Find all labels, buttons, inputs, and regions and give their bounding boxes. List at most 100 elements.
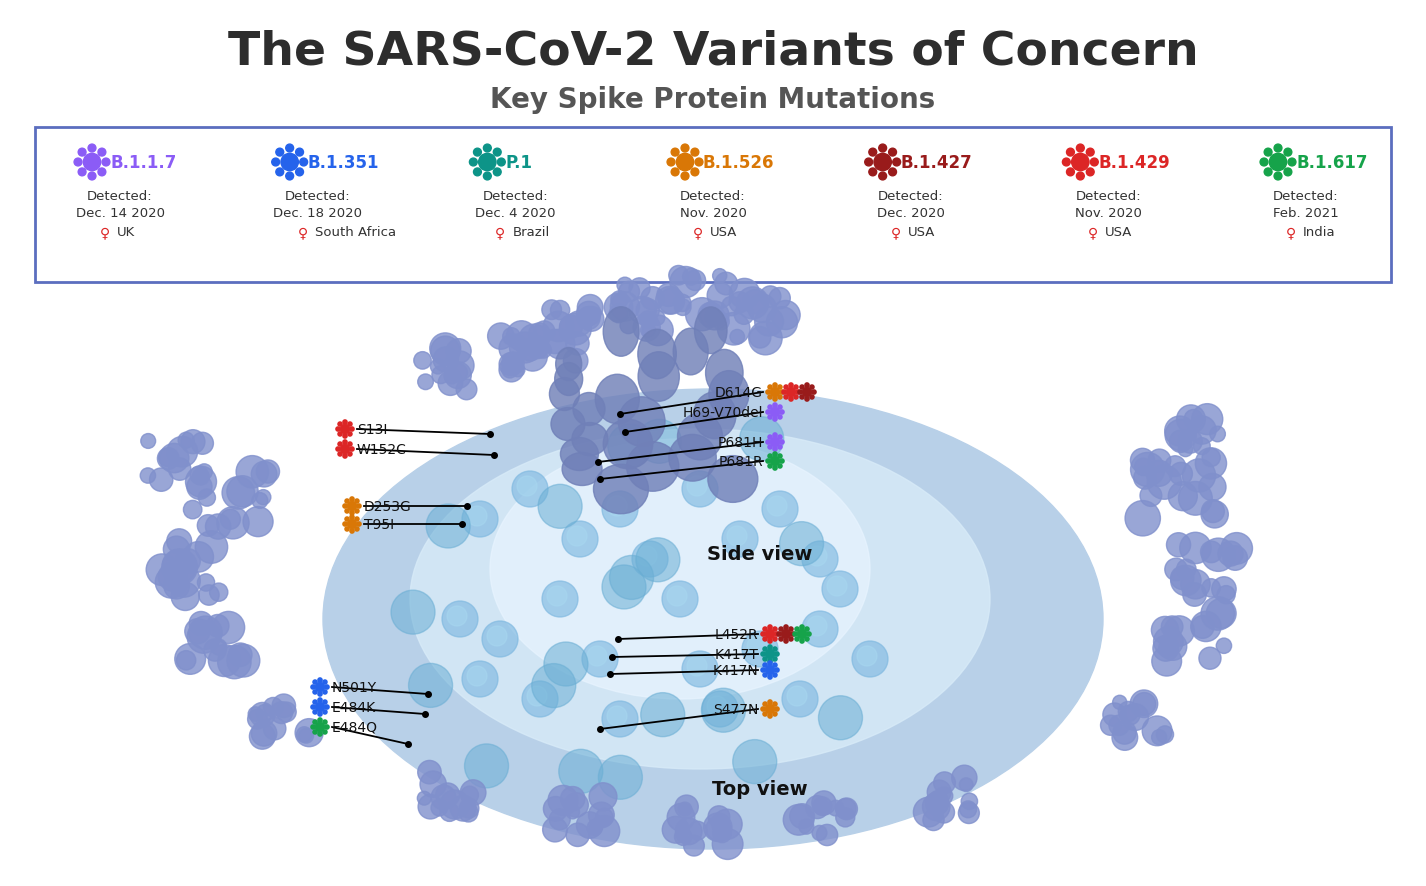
- Text: D253G: D253G: [364, 500, 412, 513]
- Circle shape: [466, 507, 488, 526]
- Circle shape: [636, 538, 680, 582]
- Circle shape: [763, 647, 767, 651]
- Circle shape: [1212, 577, 1236, 602]
- Circle shape: [349, 447, 354, 452]
- Circle shape: [610, 292, 639, 322]
- Text: P681H: P681H: [717, 436, 763, 449]
- Circle shape: [499, 354, 522, 377]
- Circle shape: [773, 637, 777, 641]
- Circle shape: [548, 587, 568, 606]
- Circle shape: [451, 796, 476, 821]
- Circle shape: [712, 828, 743, 859]
- Circle shape: [689, 821, 707, 840]
- Text: ♀: ♀: [891, 226, 901, 240]
- Circle shape: [769, 385, 771, 390]
- Circle shape: [163, 549, 197, 584]
- Circle shape: [864, 159, 873, 167]
- Circle shape: [436, 783, 459, 807]
- Circle shape: [237, 456, 268, 488]
- Circle shape: [779, 627, 783, 632]
- Circle shape: [620, 318, 636, 334]
- Circle shape: [488, 626, 508, 646]
- Circle shape: [295, 149, 304, 157]
- Circle shape: [178, 432, 194, 448]
- Circle shape: [784, 395, 789, 400]
- Ellipse shape: [603, 420, 653, 470]
- Circle shape: [208, 645, 241, 677]
- Circle shape: [589, 802, 615, 828]
- Ellipse shape: [550, 408, 585, 441]
- Circle shape: [925, 792, 948, 815]
- Circle shape: [777, 455, 781, 459]
- Circle shape: [217, 507, 250, 540]
- Circle shape: [1134, 467, 1156, 490]
- Circle shape: [760, 286, 781, 307]
- Circle shape: [777, 464, 781, 469]
- Circle shape: [763, 712, 767, 716]
- Circle shape: [1194, 439, 1211, 455]
- Circle shape: [766, 410, 770, 415]
- Circle shape: [1159, 633, 1186, 661]
- Circle shape: [682, 173, 689, 181]
- Circle shape: [804, 637, 809, 641]
- Circle shape: [459, 803, 478, 822]
- Text: H69-V70del: H69-V70del: [683, 406, 763, 420]
- Circle shape: [175, 644, 205, 674]
- Circle shape: [325, 705, 329, 710]
- Circle shape: [761, 668, 766, 672]
- Circle shape: [773, 647, 777, 651]
- Circle shape: [1087, 149, 1094, 157]
- Circle shape: [562, 522, 597, 557]
- Circle shape: [773, 466, 777, 470]
- Circle shape: [687, 477, 707, 496]
- Circle shape: [781, 391, 786, 394]
- Circle shape: [579, 307, 603, 332]
- Ellipse shape: [560, 438, 599, 471]
- Circle shape: [1218, 541, 1243, 566]
- Circle shape: [637, 547, 657, 566]
- Circle shape: [674, 795, 699, 819]
- Circle shape: [657, 284, 680, 307]
- Circle shape: [1148, 449, 1171, 472]
- Circle shape: [1191, 616, 1214, 639]
- Circle shape: [188, 617, 222, 649]
- Circle shape: [1171, 567, 1194, 590]
- Text: South Africa: South Africa: [315, 226, 396, 238]
- Circle shape: [1168, 482, 1198, 511]
- Text: B.1.351: B.1.351: [308, 154, 379, 172]
- Circle shape: [548, 786, 578, 815]
- Circle shape: [801, 541, 838, 578]
- Circle shape: [342, 523, 347, 526]
- Circle shape: [1131, 690, 1158, 718]
- Text: ♀: ♀: [693, 226, 703, 240]
- Ellipse shape: [593, 465, 649, 514]
- Circle shape: [742, 632, 779, 667]
- Circle shape: [1072, 154, 1089, 172]
- Circle shape: [311, 705, 315, 710]
- Circle shape: [700, 301, 729, 330]
- Circle shape: [836, 798, 856, 819]
- Circle shape: [632, 541, 667, 578]
- Circle shape: [488, 323, 513, 350]
- Circle shape: [438, 371, 462, 396]
- Circle shape: [804, 398, 809, 401]
- Circle shape: [888, 169, 897, 176]
- Circle shape: [749, 327, 771, 348]
- Circle shape: [763, 664, 767, 667]
- Text: Feb. 2021: Feb. 2021: [1273, 206, 1339, 220]
- Circle shape: [322, 690, 327, 695]
- Circle shape: [264, 718, 285, 740]
- Circle shape: [1202, 539, 1235, 571]
- Circle shape: [930, 790, 948, 809]
- Circle shape: [640, 323, 656, 338]
- Circle shape: [767, 700, 771, 704]
- Circle shape: [312, 700, 317, 704]
- Text: T95I: T95I: [364, 517, 394, 532]
- Circle shape: [295, 169, 304, 176]
- Circle shape: [1269, 154, 1286, 172]
- Circle shape: [670, 268, 702, 299]
- Circle shape: [1091, 159, 1098, 167]
- Circle shape: [348, 423, 352, 427]
- Circle shape: [83, 154, 101, 172]
- Circle shape: [763, 657, 767, 661]
